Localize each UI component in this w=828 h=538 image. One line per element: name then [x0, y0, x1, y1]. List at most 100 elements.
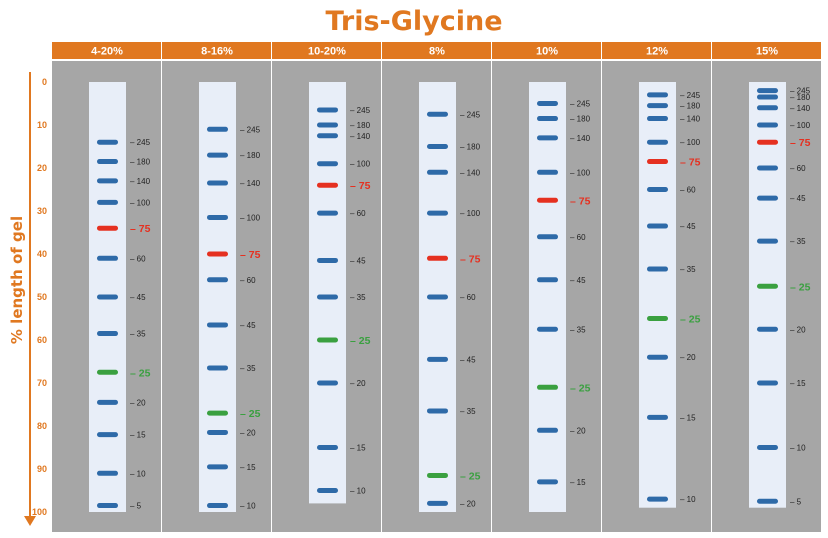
- band-label-20: – 20: [130, 398, 146, 407]
- band-label-45: – 45: [460, 355, 476, 364]
- band-label-25: – 25: [130, 367, 151, 379]
- band-label-10: – 10: [240, 502, 256, 511]
- y-tick-label: 90: [37, 464, 47, 474]
- band-60: [207, 277, 228, 283]
- band-label-15: – 15: [240, 463, 256, 472]
- y-tick-label: 30: [37, 206, 47, 216]
- band-180: [427, 144, 448, 149]
- band-45: [537, 277, 558, 283]
- band-label-60: – 60: [570, 233, 586, 242]
- band-label-25: – 25: [240, 408, 261, 420]
- band-15: [97, 432, 118, 438]
- band-45: [317, 257, 338, 263]
- band-label-20: – 20: [240, 428, 256, 437]
- band-label-45: – 45: [240, 321, 256, 330]
- band-140: [207, 180, 228, 186]
- band-140: [537, 135, 558, 141]
- band-label-245: – 245: [130, 138, 151, 147]
- band-245: [427, 111, 448, 117]
- band-label-140: – 140: [240, 179, 261, 188]
- y-axis-label: % length of gel: [8, 216, 26, 344]
- band-label-140: – 140: [680, 115, 701, 124]
- band-100: [317, 161, 338, 167]
- band-45: [207, 322, 228, 328]
- band-100: [97, 199, 118, 205]
- band-label-25: – 25: [680, 314, 701, 326]
- band-label-20: – 20: [680, 353, 696, 362]
- band-75: [537, 197, 558, 203]
- band-label-245: – 245: [240, 125, 261, 134]
- band-label-10: – 10: [790, 444, 806, 453]
- gel-lane: [529, 82, 566, 512]
- band-100: [757, 122, 778, 128]
- lane-header: [162, 42, 271, 59]
- band-245: [757, 88, 778, 94]
- band-140: [757, 105, 778, 111]
- band-35: [97, 331, 118, 337]
- band-label-140: – 140: [570, 134, 591, 143]
- lane-header: [712, 42, 821, 59]
- band-label-60: – 60: [460, 293, 476, 302]
- band-label-100: – 100: [790, 121, 811, 130]
- band-180: [317, 122, 338, 128]
- band-label-245: – 245: [680, 91, 701, 100]
- band-label-20: – 20: [460, 499, 476, 508]
- band-label-35: – 35: [680, 265, 696, 274]
- band-25: [427, 472, 448, 478]
- band-label-180: – 180: [350, 121, 371, 130]
- lane-header: [272, 42, 381, 59]
- lane-header-label: 10-20%: [308, 46, 346, 58]
- band-label-45: – 45: [350, 256, 366, 265]
- band-180: [757, 94, 778, 100]
- band-245: [207, 126, 228, 132]
- band-60: [97, 255, 118, 261]
- band-35: [427, 408, 448, 414]
- band-label-45: – 45: [570, 276, 586, 285]
- band-35: [207, 365, 228, 371]
- band-label-140: – 140: [350, 132, 371, 141]
- band-20: [427, 500, 448, 506]
- band-45: [427, 356, 448, 362]
- band-20: [647, 354, 668, 360]
- lane-header: [382, 42, 491, 59]
- band-180: [97, 159, 118, 165]
- band-label-245: – 245: [570, 100, 591, 109]
- band-label-180: – 180: [790, 93, 811, 102]
- band-60: [647, 187, 668, 192]
- band-label-20: – 20: [350, 379, 366, 388]
- band-label-15: – 15: [130, 431, 146, 440]
- band-label-60: – 60: [350, 209, 366, 218]
- band-label-10: – 10: [130, 469, 146, 478]
- band-10: [317, 488, 338, 493]
- band-label-10: – 10: [680, 495, 696, 504]
- y-tick-label: 40: [37, 249, 47, 259]
- band-label-245: – 245: [460, 110, 481, 119]
- lane-header-label: 15%: [756, 46, 778, 58]
- band-label-35: – 35: [240, 364, 256, 373]
- band-label-75: – 75: [680, 157, 701, 169]
- band-label-180: – 180: [130, 158, 151, 167]
- lane-header-label: 4-20%: [91, 46, 123, 58]
- band-label-20: – 20: [790, 325, 806, 334]
- band-25: [97, 369, 118, 375]
- band-75: [427, 255, 448, 261]
- band-label-75: – 75: [350, 180, 371, 192]
- gel-lane: [749, 82, 786, 508]
- band-label-45: – 45: [130, 293, 146, 302]
- y-tick-label: 20: [37, 163, 47, 173]
- y-tick-label: 80: [37, 421, 47, 431]
- band-label-35: – 35: [130, 330, 146, 339]
- band-20: [97, 399, 118, 405]
- band-15: [647, 414, 668, 420]
- band-180: [537, 116, 558, 122]
- y-tick-label: 70: [37, 378, 47, 388]
- band-45: [757, 195, 778, 201]
- gel-lane: [639, 82, 676, 508]
- band-label-60: – 60: [790, 164, 806, 173]
- band-15: [537, 479, 558, 485]
- y-tick-label: 10: [37, 120, 47, 130]
- band-label-180: – 180: [240, 151, 261, 160]
- band-25: [317, 337, 338, 343]
- band-60: [317, 210, 338, 216]
- band-label-75: – 75: [790, 137, 811, 149]
